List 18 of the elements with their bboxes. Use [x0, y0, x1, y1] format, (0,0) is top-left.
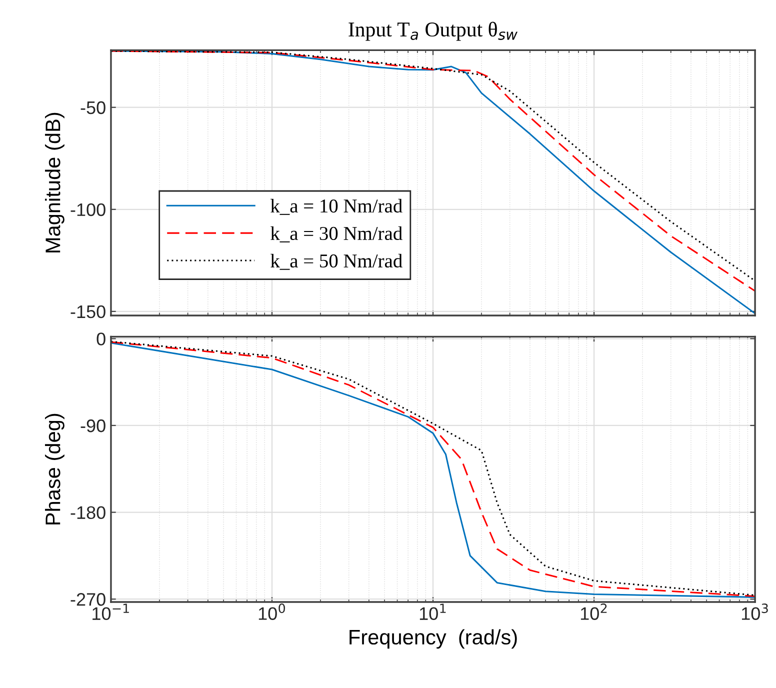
x-tick-label: 10$^{1}$: [420, 604, 446, 620]
legend-label: k_a = 10 Nm/rad: [270, 198, 402, 215]
y-tick-label: -270: [70, 593, 106, 606]
x-tick-label: 10$^{2}$: [580, 604, 607, 620]
x-tick-label: 10$^{0}$: [258, 604, 285, 620]
y-tick-label: -150: [70, 305, 106, 318]
legend-label: k_a = 30 Nm/rad: [270, 226, 402, 242]
y-axis-title: Phase (deg): [44, 414, 64, 524]
legend-label: k_a = 50 Nm/rad: [270, 254, 402, 270]
y-tick-label: -90: [80, 419, 106, 432]
y-tick-label: -100: [70, 203, 106, 216]
chart-title: Input T$_{a}$ Output θ$_{sw}$: [348, 22, 518, 41]
x-tick-label: 10$^{3}$: [742, 604, 768, 620]
y-axis-title: Magnitude (dB): [44, 112, 64, 252]
y-tick-label: -180: [70, 506, 106, 520]
x-axis-title: Frequency (rad/s): [350, 629, 517, 649]
y-tick-label: 0: [96, 332, 106, 346]
y-tick-label: -50: [80, 101, 106, 114]
